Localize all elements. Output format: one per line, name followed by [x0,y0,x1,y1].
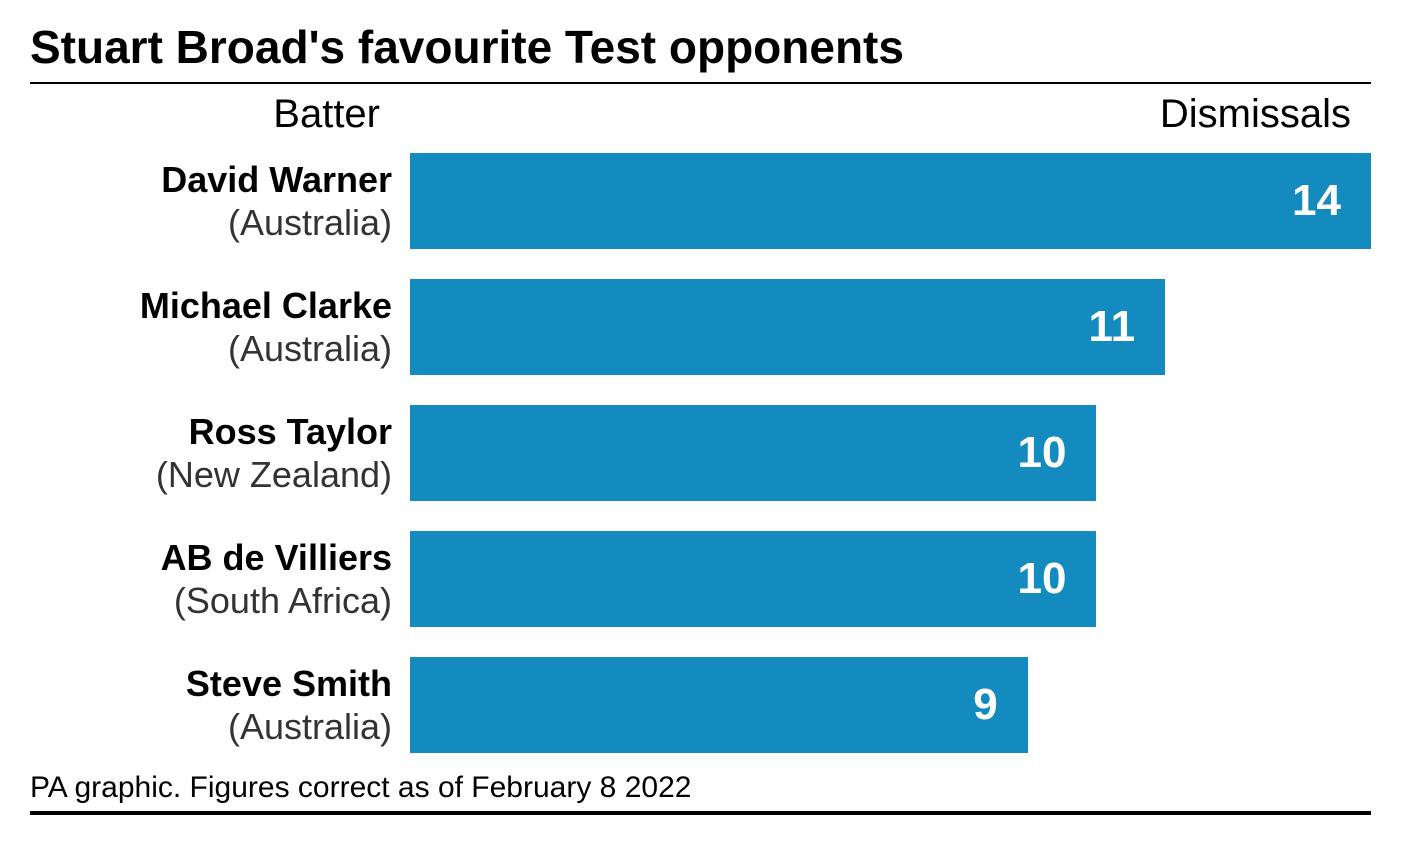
bar-value: 10 [1017,554,1066,604]
batter-country: (Australia) [30,201,392,244]
bar-fill: 10 [410,405,1096,501]
chart-title: Stuart Broad's favourite Test opponents [30,20,1371,74]
bar-label: Ross Taylor (New Zealand) [30,410,410,496]
bar-track: 14 [410,153,1371,249]
bar-track: 10 [410,405,1371,501]
bar-fill: 11 [410,279,1165,375]
batter-country: (Australia) [30,705,392,748]
batter-name: David Warner [30,158,392,201]
chart-footer: PA graphic. Figures correct as of Februa… [30,771,1371,805]
bar-row: Michael Clarke (Australia) 11 [30,279,1371,375]
bar-label: AB de Villiers (South Africa) [30,536,410,622]
divider-top [30,82,1371,84]
bar-value: 11 [1089,302,1136,352]
bar-fill: 14 [410,153,1371,249]
bar-value: 9 [973,680,997,730]
header-batter: Batter [30,92,410,137]
batter-name: Michael Clarke [30,284,392,327]
bar-label: Michael Clarke (Australia) [30,284,410,370]
batter-name: Ross Taylor [30,410,392,453]
bar-row: Ross Taylor (New Zealand) 10 [30,405,1371,501]
bar-track: 11 [410,279,1371,375]
bar-fill: 10 [410,531,1096,627]
batter-country: (South Africa) [30,579,392,622]
bar-row: Steve Smith (Australia) 9 [30,657,1371,753]
bar-track: 9 [410,657,1371,753]
bar-value: 10 [1017,428,1066,478]
bar-value: 14 [1292,176,1341,226]
bar-row: David Warner (Australia) 14 [30,153,1371,249]
batter-name: Steve Smith [30,662,392,705]
divider-bottom [30,811,1371,815]
bar-label: Steve Smith (Australia) [30,662,410,748]
batter-country: (Australia) [30,327,392,370]
bars-container: David Warner (Australia) 14 Michael Clar… [30,153,1371,753]
bar-label: David Warner (Australia) [30,158,410,244]
batter-name: AB de Villiers [30,536,392,579]
header-dismissals: Dismissals [410,92,1371,137]
column-headers: Batter Dismissals [30,92,1371,137]
batter-country: (New Zealand) [30,453,392,496]
bar-fill: 9 [410,657,1028,753]
bar-track: 10 [410,531,1371,627]
bar-row: AB de Villiers (South Africa) 10 [30,531,1371,627]
